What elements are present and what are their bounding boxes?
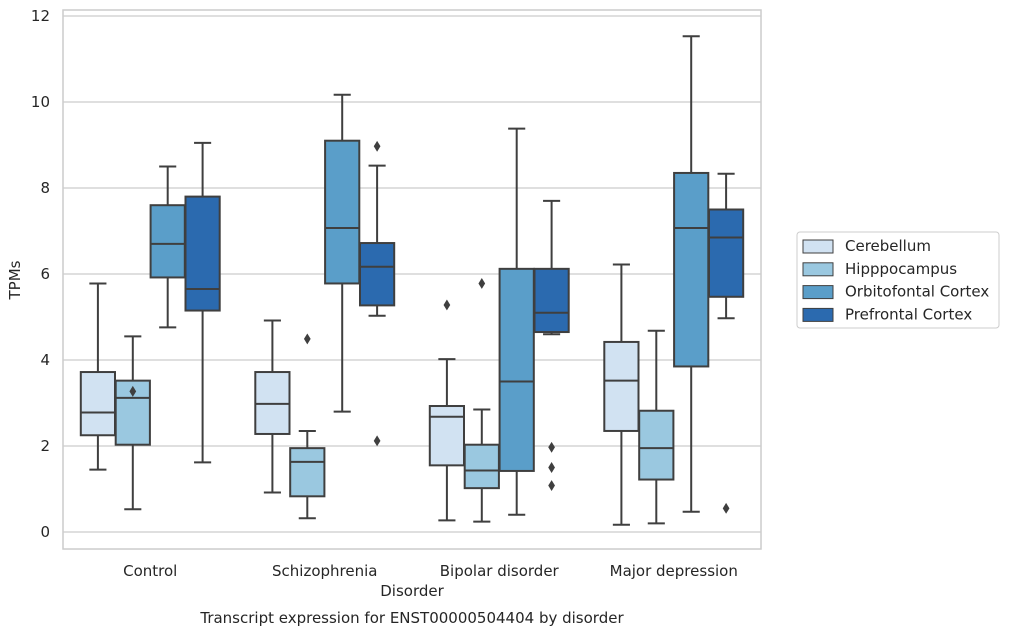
chart-caption: Transcript expression for ENST0000050440…	[199, 609, 624, 627]
box-orbitofontal-cortex-major-depression	[673, 35, 710, 513]
x-tick-label: Bipolar disorder	[440, 562, 560, 580]
outlier-point	[373, 435, 381, 447]
outlier-point	[303, 333, 311, 345]
box-cerebellum-major-depression	[603, 263, 640, 526]
x-tick-label: Schizophrenia	[272, 562, 377, 580]
legend-swatch-cerebellum	[802, 239, 834, 254]
y-tick-label: 4	[40, 351, 50, 369]
legend-label-cerebellum: Cerebellum	[845, 237, 931, 255]
outlier-point	[548, 441, 555, 453]
legend-frame	[796, 231, 1000, 329]
y-tick-label: 12	[31, 7, 50, 25]
iqr-box	[149, 204, 186, 279]
box-cerebellum-bipolar-disorder	[428, 299, 466, 522]
box-prefrontal-cortex-schizophrenia	[358, 140, 396, 447]
iqr-box	[463, 443, 500, 490]
box-orbitofontal-cortex-control	[149, 165, 186, 329]
legend-swatch-orbitofontal-cortex	[802, 285, 834, 300]
y-axis-ticks: 0 2 4 6 8 10 12	[31, 7, 50, 541]
outlier-point	[548, 480, 555, 492]
iqr-box	[79, 371, 117, 437]
outlier-point	[443, 299, 451, 311]
box-plot-area	[79, 35, 745, 526]
outlier-point	[548, 462, 555, 473]
box-prefrontal-cortex-control	[184, 141, 221, 464]
iqr-box	[603, 340, 640, 432]
iqr-box	[673, 171, 710, 368]
legend: Cerebellum Hipppocampus Orbitofontal Corte…	[796, 231, 1000, 329]
box-hipppocampus-schizophrenia	[289, 333, 326, 520]
outlier-point	[129, 385, 137, 397]
legend-label-hipppocampus: Hipppocampus	[845, 260, 957, 278]
y-axis-title: TPMs	[6, 260, 24, 300]
y-tick-label: 10	[31, 93, 50, 111]
x-tick-label: Major depression	[610, 562, 738, 580]
iqr-box	[638, 409, 675, 481]
outlier-point	[478, 278, 486, 289]
box-orbitofontal-cortex-bipolar-disorder	[498, 127, 535, 516]
legend-swatch-prefrontal-cortex	[802, 307, 834, 322]
y-tick-label: 8	[40, 179, 50, 197]
box-hipppocampus-major-depression	[638, 329, 675, 525]
y-tick-label: 6	[40, 265, 50, 283]
legend-items: Cerebellum Hipppocampus Orbitofontal Corte…	[802, 237, 989, 323]
y-tick-label: 0	[40, 523, 50, 541]
x-axis-ticks: Control Schizophrenia Bipolar disorder Majo…	[123, 562, 738, 580]
box-cerebellum-control	[79, 282, 117, 471]
outlier-point	[373, 140, 381, 152]
legend-swatch-hipppocampus	[802, 262, 834, 277]
outlier-point	[722, 502, 730, 514]
iqr-box	[114, 379, 151, 446]
iqr-box	[289, 447, 326, 498]
box-prefrontal-cortex-major-depression	[707, 172, 745, 514]
box-hipppocampus-bipolar-disorder	[463, 278, 500, 523]
iqr-box	[358, 242, 396, 307]
iqr-box	[533, 267, 570, 334]
box-cerebellum-schizophrenia	[254, 319, 291, 494]
box-orbitofontal-cortex-schizophrenia	[324, 93, 361, 413]
iqr-box	[184, 195, 221, 312]
iqr-box	[498, 267, 535, 472]
legend-label-prefrontal-cortex: Prefrontal Cortex	[845, 305, 972, 323]
x-axis-title: Disorder	[380, 582, 444, 600]
y-tick-label: 2	[40, 437, 50, 455]
legend-label-orbitofontal-cortex: Orbitofontal Cortex	[845, 283, 989, 301]
x-tick-label: Control	[123, 562, 177, 580]
plot-frame	[62, 9, 762, 550]
box-hipppocampus-control	[114, 335, 151, 511]
box-prefrontal-cortex-bipolar-disorder	[533, 199, 570, 492]
iqr-box	[324, 139, 361, 285]
iqr-box	[428, 405, 466, 467]
iqr-box	[707, 208, 745, 298]
